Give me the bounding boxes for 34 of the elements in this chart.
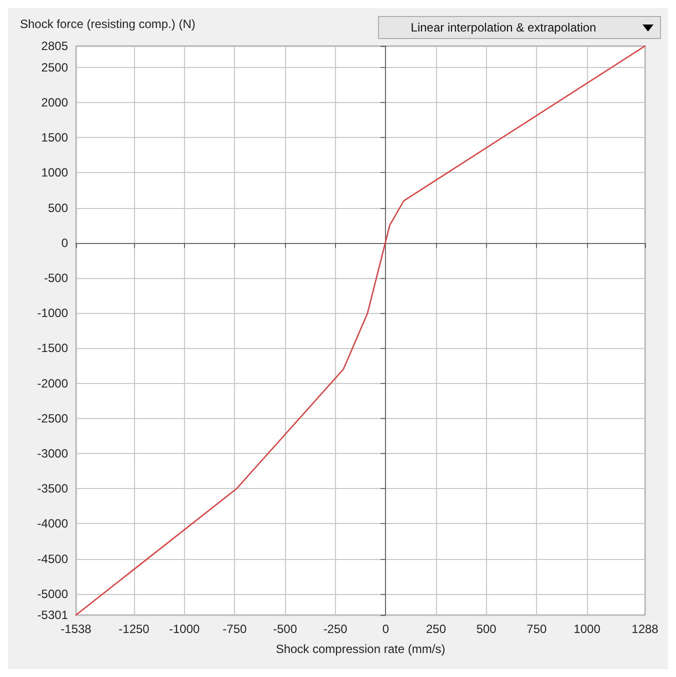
y-tick-label: 2805	[41, 39, 68, 53]
y-tick-label: -2000	[37, 376, 68, 390]
y-tick-label: 2000	[41, 96, 68, 110]
y-tick-label: -5301	[37, 608, 68, 622]
x-tick-label: -1538	[60, 622, 92, 636]
x-tick-label: -250	[323, 622, 348, 636]
x-tick-label: -750	[222, 622, 247, 636]
line-series	[75, 45, 646, 616]
x-tick-label: 1000	[574, 622, 601, 636]
y-tick-label: -3500	[37, 482, 68, 496]
y-tick-label: -4000	[37, 516, 68, 531]
x-axis-title: Shock compression rate (mm/s)	[276, 642, 446, 656]
x-tick-label: 250	[426, 622, 446, 636]
x-tick-label: 750	[526, 622, 548, 636]
y-tick-label: 1500	[41, 130, 68, 145]
y-tick-label: -5000	[37, 586, 68, 601]
y-tick-label: -1000	[37, 306, 68, 320]
y-tick-label: -4500	[37, 552, 68, 566]
x-tick-label: -1000	[168, 622, 200, 636]
y-tick-label: -500	[44, 270, 68, 285]
y-tick-label: 0	[61, 236, 68, 250]
y-axis-title: Shock force (resisting comp.) (N)	[20, 17, 196, 31]
x-tick-label: 500	[476, 622, 497, 636]
y-tick-label: 500	[48, 200, 68, 215]
x-tick-label: 0	[382, 622, 390, 636]
y-tick-label: 2500	[41, 60, 68, 74]
y-tick-label: -3000	[37, 446, 68, 460]
x-tick-label: -1250	[118, 622, 150, 636]
y-tick-label: -2500	[37, 411, 68, 426]
x-tick-label: -500	[272, 622, 298, 636]
x-tick-label: 1288	[632, 622, 659, 636]
text: Linear interpolation & extrapolation	[410, 20, 596, 34]
y-tick-label: 1000	[41, 166, 68, 180]
y-tick-label: -1500	[37, 341, 68, 356]
